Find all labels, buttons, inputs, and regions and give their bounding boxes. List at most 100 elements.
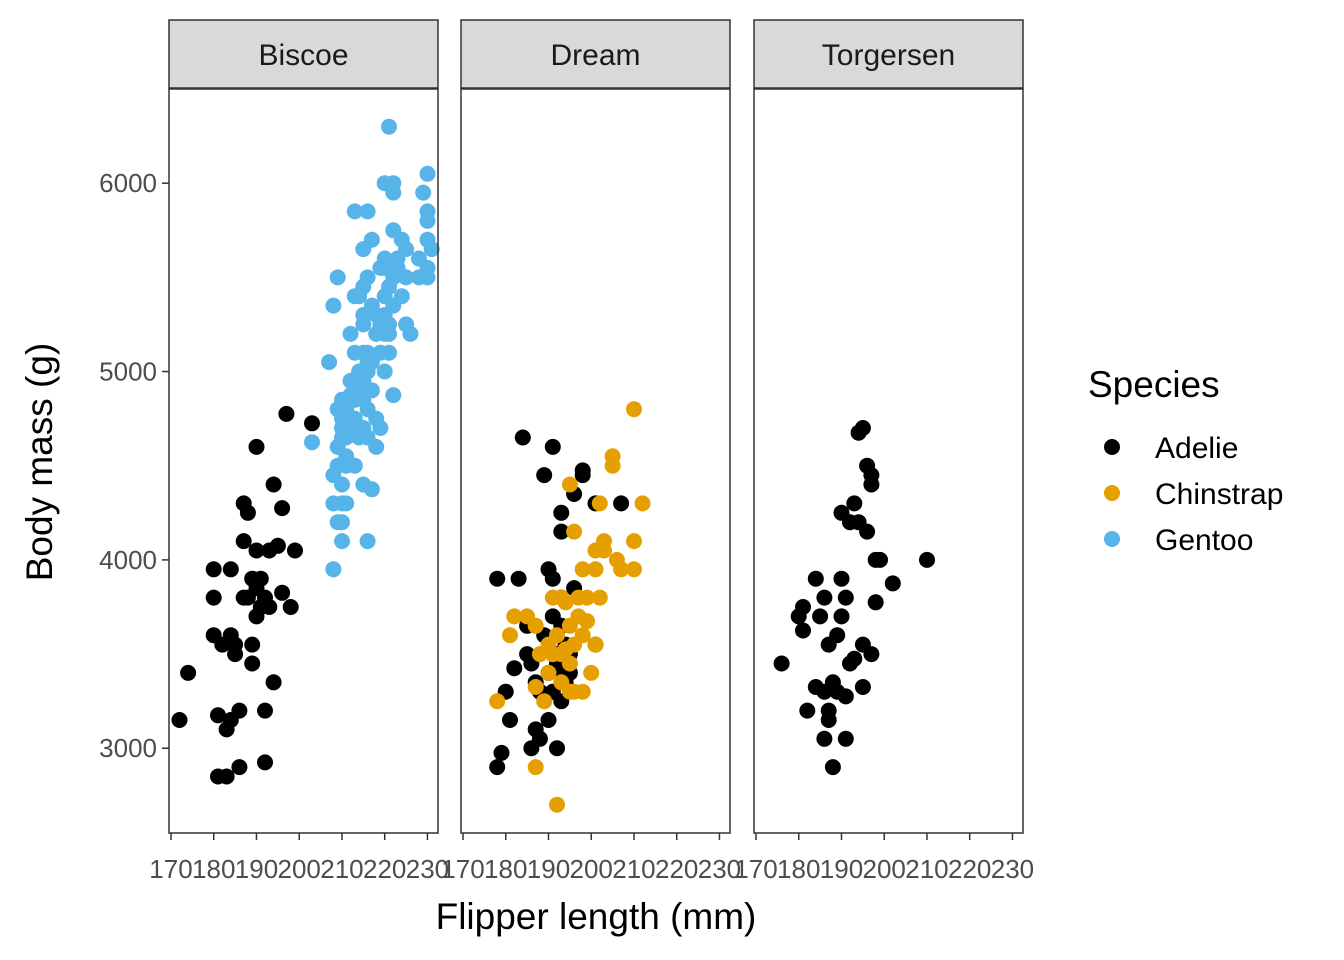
points-biscoe [171,118,440,785]
panel-torgersen: Torgersen 170 180 190 200 210 220 230 [734,19,1034,884]
points-dream [489,401,651,813]
point-gentoo [304,434,320,451]
point-chinstrap [502,627,518,644]
strip-background [460,19,731,89]
plot-area [754,89,1023,833]
point-adelie [274,584,291,601]
point-gentoo [423,241,440,258]
point-gentoo [321,354,338,371]
point-chinstrap [596,533,612,550]
point-adelie [265,674,282,691]
point-chinstrap [489,693,506,710]
point-adelie [833,608,850,625]
point-adelie [514,429,531,446]
point-adelie [812,608,829,625]
point-adelie [278,405,295,422]
point-gentoo [381,316,397,333]
point-chinstrap [587,561,604,578]
x-tick-label: 220 [655,854,698,884]
point-adelie [837,730,854,747]
legend-title: Species [1088,364,1220,405]
point-chinstrap [561,476,578,493]
point-adelie [261,599,278,615]
point-adelie [274,500,291,517]
point-gentoo [368,438,385,455]
point-adelie [510,570,527,587]
point-gentoo [415,184,432,201]
point-adelie [269,537,286,554]
point-adelie [248,438,265,455]
point-adelie [244,655,261,672]
x-tick-label: 190 [527,854,570,884]
point-adelie [227,646,244,663]
y-axis: 3000 4000 5000 6000 [99,168,169,763]
point-chinstrap [566,523,583,540]
plot-area [461,89,730,833]
point-gentoo [419,165,436,182]
point-chinstrap [549,796,565,813]
plot-area [169,89,438,833]
legend-label-adelie: Adelie [1155,432,1238,465]
point-adelie [210,707,226,724]
point-gentoo [398,241,415,258]
point-adelie [854,420,871,436]
point-adelie [489,759,506,776]
point-adelie [257,702,273,719]
point-adelie [544,570,561,587]
point-chinstrap [613,561,630,578]
point-gentoo [359,533,376,550]
point-chinstrap [540,664,557,681]
panel-dream: Dream 170 180 190 200 210 220 230 [441,19,741,884]
point-adelie [574,467,591,484]
point-gentoo [376,363,393,380]
x-tick-label: 170 [149,854,192,884]
point-gentoo [385,387,402,404]
point-adelie [304,415,320,432]
point-chinstrap [557,594,574,611]
point-adelie [536,467,553,484]
point-gentoo [346,457,363,474]
x-tick-label: 170 [441,854,484,884]
point-adelie [795,599,811,615]
x-tick-label: 230 [991,854,1034,884]
legend-marker-gentoo [1104,531,1120,547]
x-tick-label: 210 [320,854,363,884]
point-chinstrap [561,655,578,672]
point-adelie [493,744,510,761]
point-adelie [205,561,222,578]
point-gentoo [376,250,393,267]
point-adelie [231,702,248,719]
point-chinstrap [574,561,591,578]
point-adelie [807,570,824,587]
point-adelie [816,730,833,747]
x-tick-label: 230 [698,854,741,884]
y-axis-title: Body mass (g) [19,343,60,582]
legend: Species Adelie Chinstrap Gentoo [1088,364,1283,557]
point-adelie [824,759,841,776]
point-gentoo [402,325,419,342]
point-gentoo [381,118,397,135]
point-adelie [820,702,837,719]
point-gentoo [334,514,350,531]
point-adelie [884,575,901,592]
x-tick-label: 200 [863,854,906,884]
point-chinstrap [536,693,553,710]
point-chinstrap [626,561,642,578]
point-adelie [506,660,523,677]
strip-label-biscoe: Biscoe [258,39,348,72]
point-chinstrap [634,495,651,512]
x-tick-label: 180 [777,854,820,884]
point-adelie [531,730,548,747]
x-tick-label: 210 [905,854,948,884]
legend-marker-chinstrap [1104,485,1120,501]
x-tick-label: 230 [406,854,449,884]
point-gentoo [325,297,342,314]
point-adelie [613,495,630,512]
panel-border [168,88,439,834]
point-chinstrap [583,664,600,681]
point-chinstrap [626,533,642,550]
point-gentoo [381,344,397,361]
legend-label-gentoo: Gentoo [1155,524,1253,557]
point-adelie [863,646,880,663]
